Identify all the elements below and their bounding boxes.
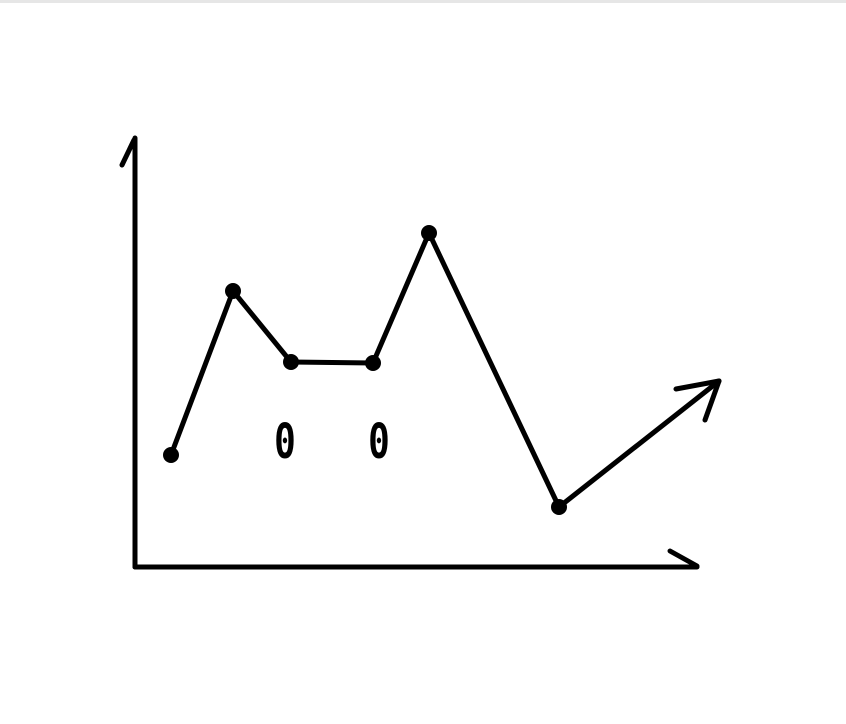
- trend-line: [168, 230, 722, 510]
- zero-annotation-left: 0: [274, 415, 296, 470]
- data-point: [225, 283, 241, 299]
- zero-annotation-right: 0: [368, 415, 390, 470]
- annotations: 0 0: [274, 415, 390, 470]
- top-divider: [0, 0, 846, 3]
- data-point: [365, 355, 381, 371]
- data-point: [163, 447, 179, 463]
- y-axis: [119, 135, 138, 570]
- data-points: [163, 225, 567, 515]
- data-point: [283, 354, 299, 370]
- trend-arrowhead-upper: [673, 378, 722, 392]
- trend-arrowhead: [673, 378, 722, 423]
- x-axis: [132, 548, 700, 570]
- data-point: [421, 225, 437, 241]
- x-axis-arrowhead: [667, 548, 700, 569]
- y-axis-arrowhead: [119, 137, 137, 168]
- data-point: [551, 499, 567, 515]
- trend-arrowhead-lower: [702, 378, 722, 423]
